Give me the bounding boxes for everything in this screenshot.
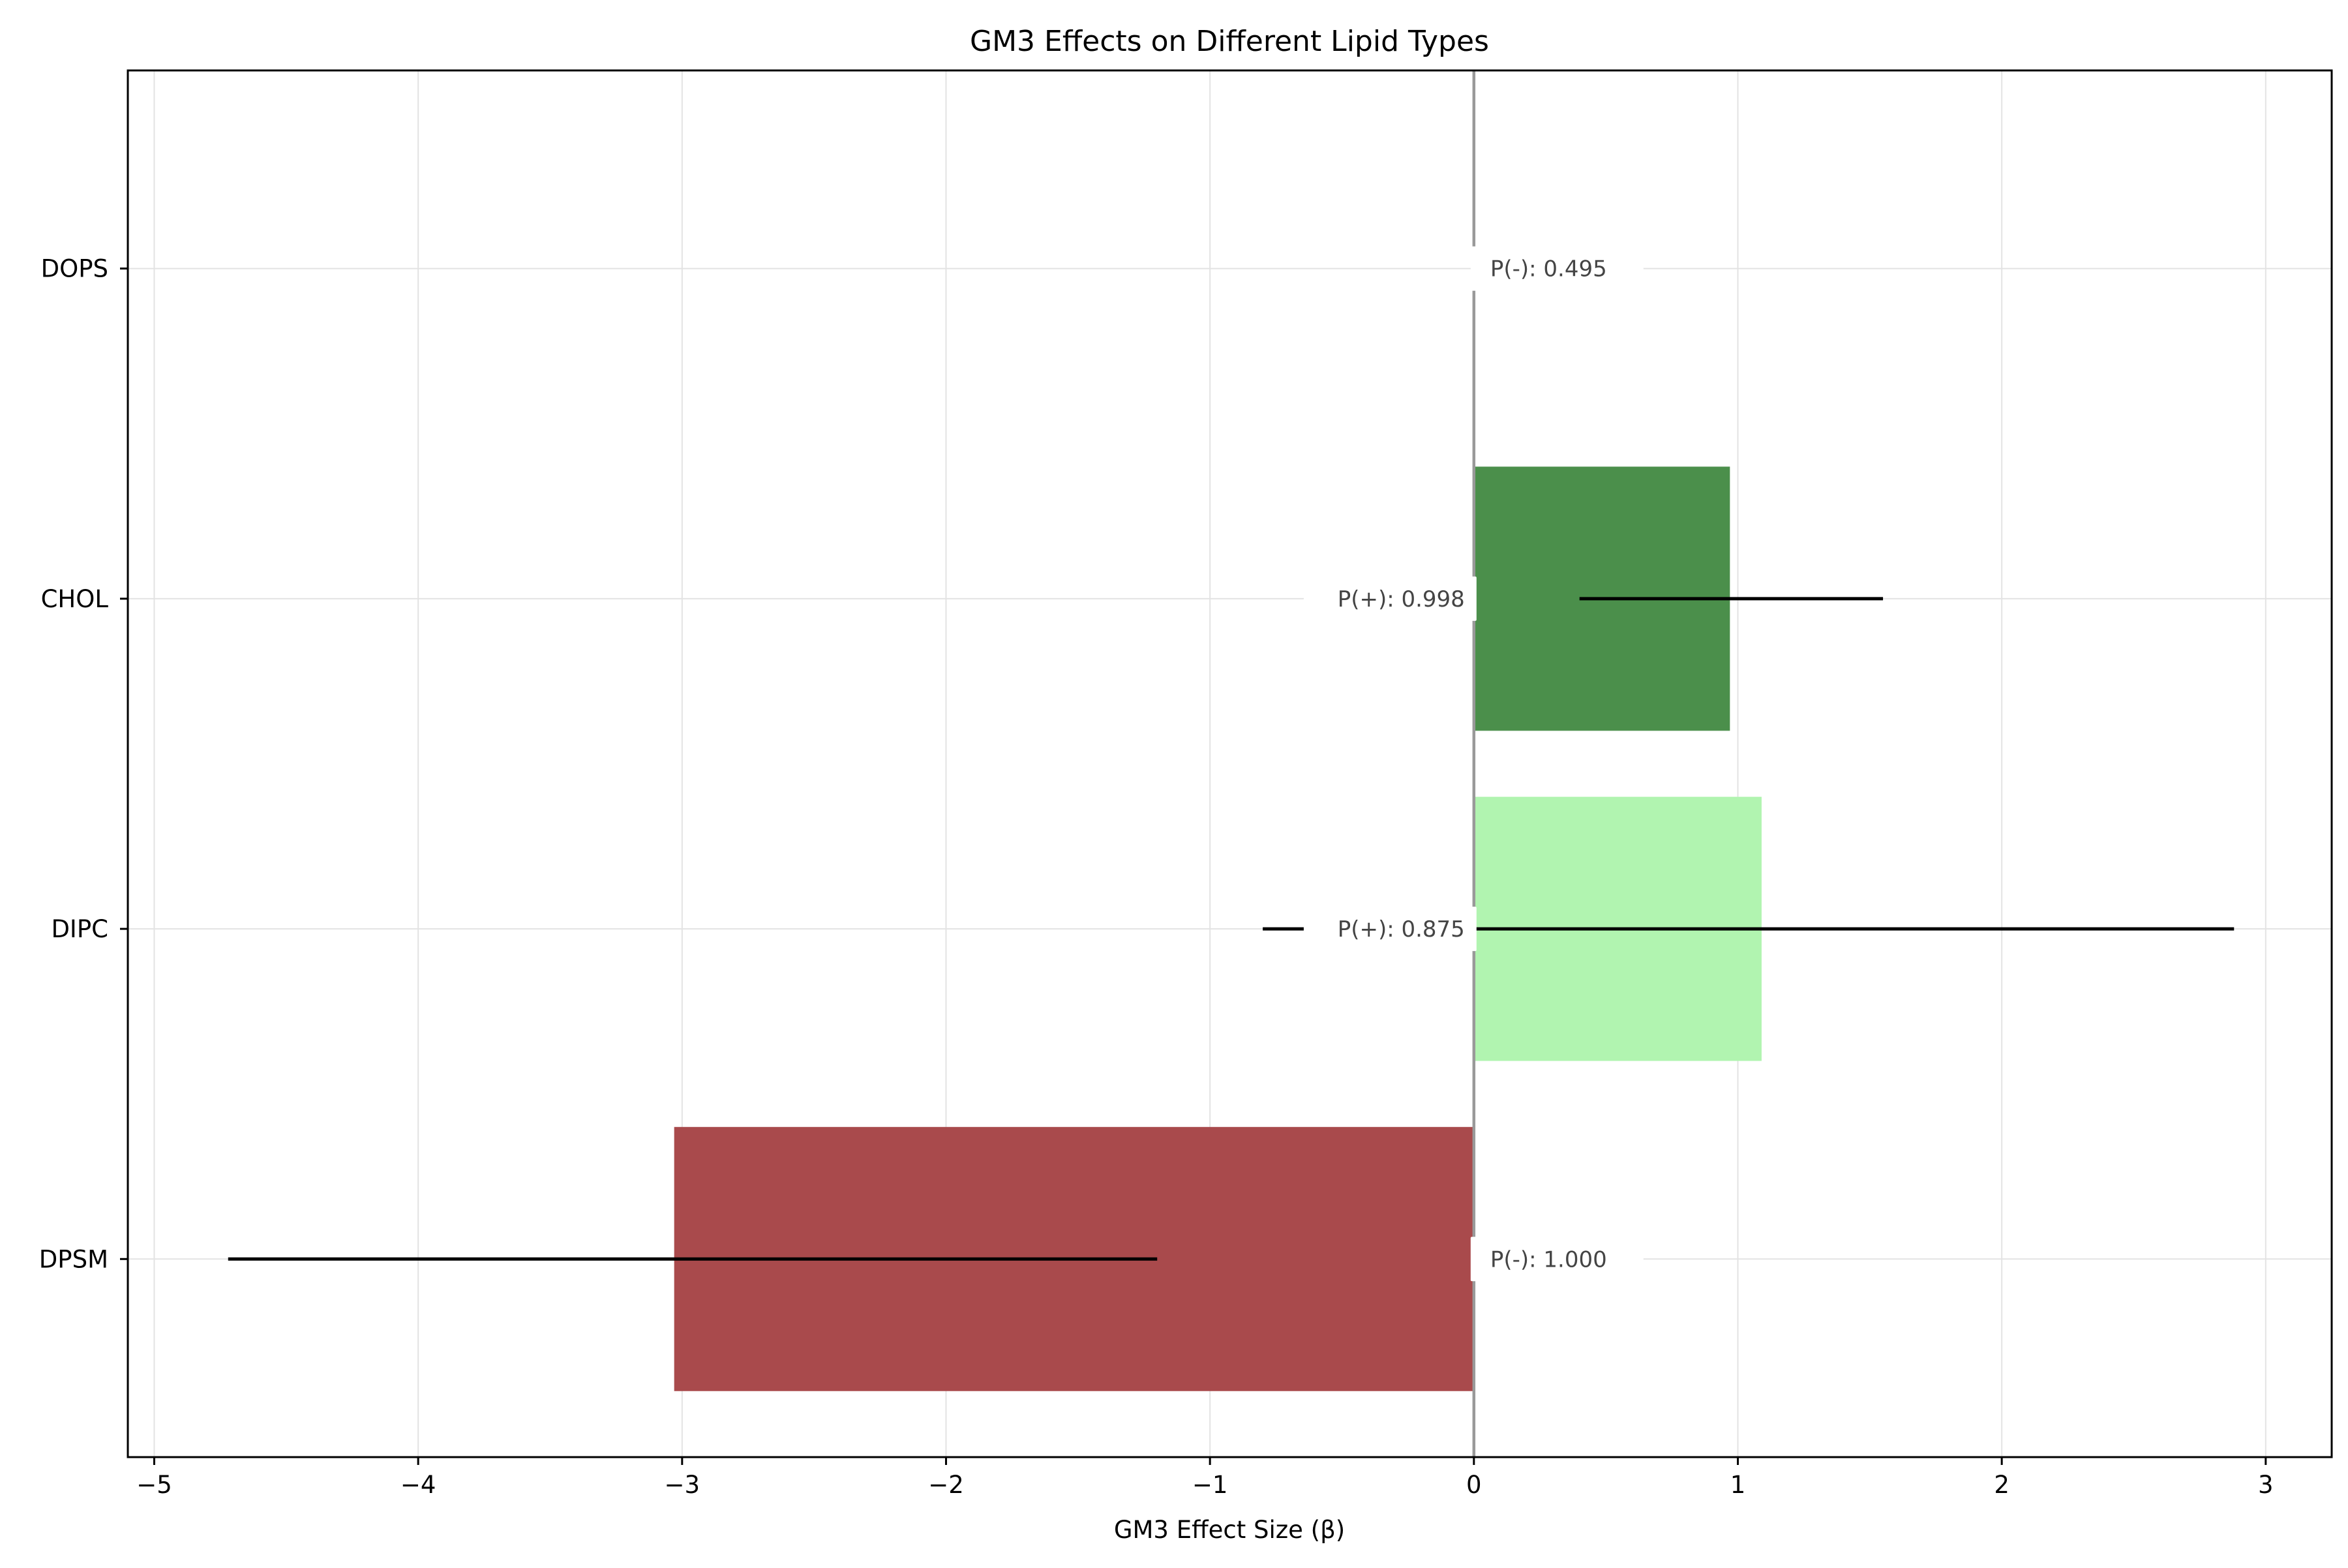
- plot-area: P(-): 1.000 P(+): 0.875 P(+): 0.998 P(-): 0…: [39, 69, 2333, 1499]
- p-value-label-chol: P(+): 0.998: [1338, 586, 1465, 612]
- y-tick-label-chol: CHOL: [41, 585, 109, 613]
- p-value-label-bg-dops: [1470, 246, 1644, 291]
- y-tick-label-dipc: DIPC: [51, 915, 108, 943]
- p-value-label-bg-chol: [1303, 576, 1477, 621]
- x-tick-label-8: 3: [2258, 1471, 2274, 1499]
- plot-frame: [127, 69, 2333, 1458]
- x-tick-label-4: −1: [1192, 1471, 1228, 1499]
- x-tick-label-3: −2: [928, 1471, 964, 1499]
- y-tick-label-dpsm: DPSM: [39, 1245, 108, 1273]
- x-tick-label-6: 1: [1730, 1471, 1746, 1499]
- x-tick-label-0: −5: [136, 1471, 172, 1499]
- x-tick-label-7: 2: [1994, 1471, 2009, 1499]
- chart-title: GM3 Effects on Different Lipid Types: [970, 25, 1489, 58]
- p-value-label-dipc: P(+): 0.875: [1338, 916, 1465, 942]
- y-tick-label-dops: DOPS: [41, 255, 108, 283]
- x-tick-label-1: −4: [400, 1471, 436, 1499]
- p-value-label-dpsm: P(-): 1.000: [1490, 1246, 1607, 1273]
- x-axis-label: GM3 Effect Size (β): [1114, 1516, 1345, 1544]
- x-tick-label-5: 0: [1466, 1471, 1482, 1499]
- x-tick-label-2: −3: [665, 1471, 700, 1499]
- p-value-label-bg-dpsm: [1470, 1237, 1644, 1282]
- p-value-label-dops: P(-): 0.495: [1490, 256, 1607, 282]
- p-value-label-bg-dipc: [1303, 907, 1477, 952]
